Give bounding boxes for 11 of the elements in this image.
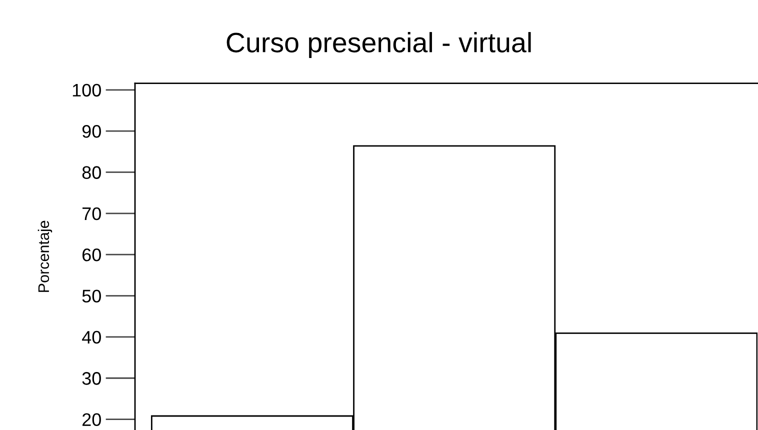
y-tick-label: 40 bbox=[82, 330, 101, 344]
y-tick-label: 50 bbox=[82, 290, 101, 302]
y-tick-label: 90 bbox=[82, 125, 101, 138]
y-tick-label: 70 bbox=[82, 207, 101, 220]
y-tick-label: 60 bbox=[82, 248, 101, 262]
y-axis-title: Porcentaje bbox=[38, 220, 52, 292]
y-tick-label: 100 bbox=[72, 84, 101, 97]
y-tick-label: 80 bbox=[82, 166, 101, 179]
y-tick-label: 30 bbox=[82, 372, 101, 385]
chart-title: Curso presencial - virtual bbox=[226, 32, 531, 58]
y-tick-label: 20 bbox=[82, 413, 101, 426]
